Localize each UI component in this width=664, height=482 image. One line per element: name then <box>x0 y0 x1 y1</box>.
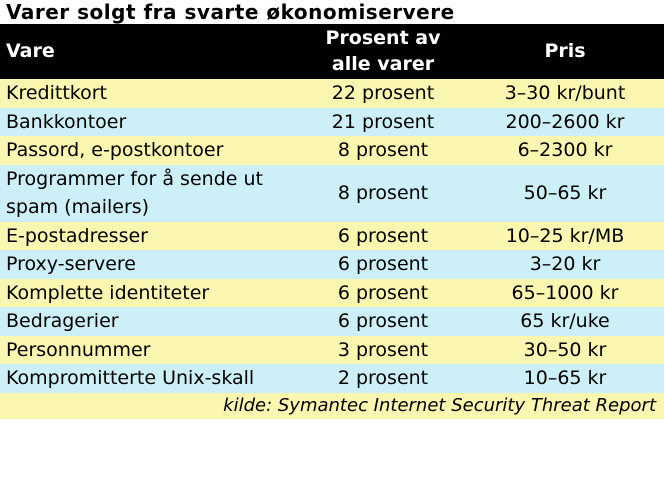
row-item: Programmer for å sende ut spam (mailers) <box>0 164 300 222</box>
table-body: Kredittkort 22 prosent 3–30 kr/bunt Bank… <box>0 79 664 393</box>
row-percent: 8 prosent <box>300 164 466 222</box>
table-row: Bedragerier 6 prosent 65 kr/uke <box>0 307 664 336</box>
row-price: 3–30 kr/bunt <box>466 79 664 108</box>
table-row: Komplette identiteter 6 prosent 65–1000 … <box>0 278 664 307</box>
row-percent: 3 prosent <box>300 335 466 364</box>
row-percent: 6 prosent <box>300 307 466 336</box>
row-percent: 22 prosent <box>300 79 466 108</box>
row-price: 3–20 kr <box>466 250 664 279</box>
row-percent: 6 prosent <box>300 250 466 279</box>
table-row: E-postadresser 6 prosent 10–25 kr/MB <box>0 221 664 250</box>
table-row: Personnummer 3 prosent 30–50 kr <box>0 335 664 364</box>
row-item: E-postadresser <box>0 221 300 250</box>
table-row: Kompromitterte Unix-skall 2 prosent 10–6… <box>0 364 664 393</box>
header-item: Vare <box>0 24 300 79</box>
sales-table: Vare Prosent av alle varer Pris Kredittk… <box>0 24 664 393</box>
row-percent: 2 prosent <box>300 364 466 393</box>
row-percent: 6 prosent <box>300 221 466 250</box>
table-row: Passord, e-postkontoer 8 prosent 6–2300 … <box>0 136 664 165</box>
row-percent: 8 prosent <box>300 136 466 165</box>
row-item: Proxy-servere <box>0 250 300 279</box>
row-price: 30–50 kr <box>466 335 664 364</box>
table-row: Bankkontoer 21 prosent 200–2600 kr <box>0 107 664 136</box>
header-row: Vare Prosent av alle varer Pris <box>0 24 664 79</box>
source-note: kilde: Symantec Internet Security Threat… <box>0 392 664 419</box>
row-item: Kredittkort <box>0 79 300 108</box>
row-item: Bedragerier <box>0 307 300 336</box>
table-row: Proxy-servere 6 prosent 3–20 kr <box>0 250 664 279</box>
row-item: Personnummer <box>0 335 300 364</box>
row-price: 10–25 kr/MB <box>466 221 664 250</box>
page-title: Varer solgt fra svarte økonomiservere <box>6 0 455 24</box>
table-row: Programmer for å sende ut spam (mailers)… <box>0 164 664 222</box>
row-item: Bankkontoer <box>0 107 300 136</box>
row-price: 65–1000 kr <box>466 278 664 307</box>
header-price: Pris <box>466 24 664 79</box>
row-percent: 6 prosent <box>300 278 466 307</box>
table-row: Kredittkort 22 prosent 3–30 kr/bunt <box>0 79 664 108</box>
row-price: 200–2600 kr <box>466 107 664 136</box>
row-price: 65 kr/uke <box>466 307 664 336</box>
row-price: 50–65 kr <box>466 164 664 222</box>
row-item: Passord, e-postkontoer <box>0 136 300 165</box>
row-item: Komplette identiteter <box>0 278 300 307</box>
table-header: Vare Prosent av alle varer Pris <box>0 24 664 79</box>
row-price: 10–65 kr <box>466 364 664 393</box>
row-price: 6–2300 kr <box>466 136 664 165</box>
row-percent: 21 prosent <box>300 107 466 136</box>
header-percent-line2: alle varer <box>331 53 435 75</box>
header-percent-line1: Prosent av <box>325 27 441 49</box>
row-item: Kompromitterte Unix-skall <box>0 364 300 393</box>
header-percent: Prosent av alle varer <box>300 24 466 79</box>
